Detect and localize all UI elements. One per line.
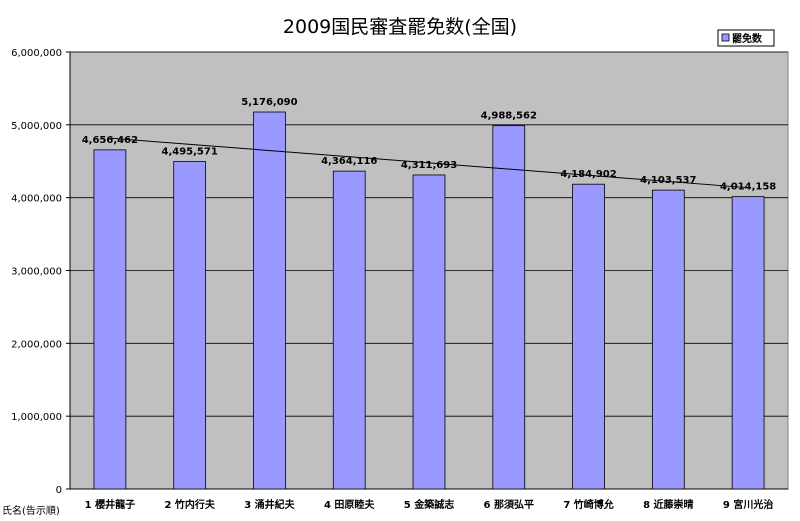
- bars: [93, 111, 765, 490]
- y-tick-label: 0: [56, 485, 62, 496]
- x-axis-title: 氏名(告示順): [2, 504, 60, 517]
- bar: [93, 149, 127, 490]
- data-label: 4,988,562: [481, 111, 537, 122]
- bar: [253, 111, 286, 490]
- bar: [731, 196, 765, 490]
- bar: [332, 170, 366, 490]
- y-tick-label: 2,000,000: [11, 339, 62, 350]
- data-label: 4,184,902: [560, 169, 616, 180]
- y-tick-label: 6,000,000: [11, 48, 62, 59]
- trendline: [109, 137, 749, 189]
- category-label: 9 宮川光治: [723, 498, 773, 511]
- bar: [412, 174, 446, 490]
- category-label: 6 那須弘平: [484, 498, 534, 511]
- y-tick-label: 4,000,000: [11, 194, 62, 205]
- bar: [492, 125, 526, 490]
- bar: [173, 161, 207, 490]
- category-label: 1 櫻井龍子: [85, 498, 135, 511]
- category-label: 8 近藤崇晴: [643, 498, 693, 511]
- legend: 罷免数: [717, 29, 775, 47]
- legend-box: [717, 29, 775, 47]
- data-label: 4,103,537: [640, 175, 696, 186]
- y-tick-label: 5,000,000: [11, 121, 62, 132]
- data-label: 5,176,090: [241, 97, 297, 108]
- bar: [572, 183, 605, 490]
- category-label: 7 竹崎博允: [563, 498, 613, 511]
- bar: [651, 189, 685, 490]
- category-label: 3 涌井紀夫: [244, 498, 295, 511]
- data-label: 4,656,462: [82, 135, 138, 146]
- y-tick-label: 1,000,000: [11, 412, 62, 423]
- data-label: 4,014,158: [720, 182, 776, 193]
- category-label: 2 竹内行夫: [164, 498, 215, 511]
- data-label: 4,311,693: [401, 160, 457, 171]
- chart-title: 2009国民審査罷免数(全国): [282, 16, 518, 38]
- data-labels: 4,656,462 4,495,571 5,176,090 4,364,116 4,31…: [82, 97, 777, 193]
- data-label: 4,364,116: [321, 156, 377, 167]
- y-tick-label: 3,000,000: [11, 267, 62, 278]
- data-label: 4,495,571: [162, 147, 218, 158]
- trendline-layer: [109, 137, 749, 189]
- category-label: 4 田原睦夫: [324, 498, 375, 511]
- legend-label: 罷免数: [732, 32, 763, 45]
- x-axis-categories: 1 櫻井龍子 2 竹内行夫 3 涌井紀夫 4 田原睦夫 5 金築誠志 6 那須弘平 7 竹崎…: [85, 498, 774, 511]
- category-label: 5 金築誠志: [404, 498, 454, 511]
- legend-swatch: [721, 33, 730, 42]
